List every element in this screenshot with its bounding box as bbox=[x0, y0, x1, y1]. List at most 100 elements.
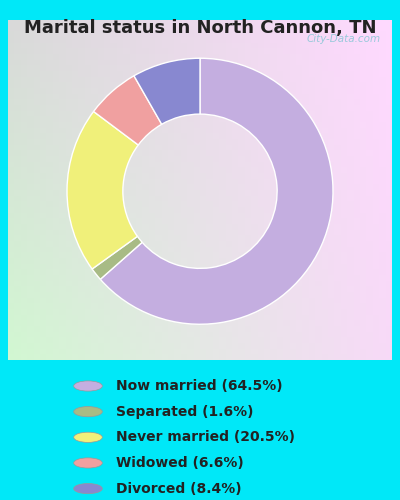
Bar bbox=[219, 184, 226, 190]
Bar bbox=[302, 320, 309, 326]
Bar bbox=[219, 348, 226, 354]
Bar bbox=[296, 168, 302, 173]
Bar bbox=[194, 212, 200, 218]
Bar bbox=[27, 280, 34, 286]
Bar bbox=[91, 71, 98, 76]
Bar bbox=[283, 264, 290, 270]
Bar bbox=[206, 162, 213, 168]
Bar bbox=[322, 20, 328, 26]
Bar bbox=[264, 212, 270, 218]
Bar bbox=[142, 332, 149, 338]
Bar bbox=[46, 264, 53, 270]
Bar bbox=[59, 190, 66, 196]
Bar bbox=[110, 314, 117, 320]
Wedge shape bbox=[100, 58, 333, 324]
Bar bbox=[130, 298, 136, 304]
Bar bbox=[251, 241, 258, 246]
Bar bbox=[328, 241, 334, 246]
Bar bbox=[232, 26, 238, 32]
Bar bbox=[328, 354, 334, 360]
Bar bbox=[162, 162, 168, 168]
Bar bbox=[366, 230, 373, 235]
Bar bbox=[296, 60, 302, 66]
Bar bbox=[27, 54, 34, 60]
Bar bbox=[270, 354, 277, 360]
Bar bbox=[130, 184, 136, 190]
Bar bbox=[283, 173, 290, 178]
Bar bbox=[386, 184, 392, 190]
Bar bbox=[309, 60, 315, 66]
Bar bbox=[78, 224, 85, 230]
Bar bbox=[315, 224, 322, 230]
Bar bbox=[379, 76, 386, 82]
Bar bbox=[168, 286, 174, 292]
Bar bbox=[232, 280, 238, 286]
Bar bbox=[309, 246, 315, 252]
Bar bbox=[27, 190, 34, 196]
Bar bbox=[283, 88, 290, 94]
Bar bbox=[21, 168, 27, 173]
Bar bbox=[162, 190, 168, 196]
Bar bbox=[142, 37, 149, 43]
Bar bbox=[187, 82, 194, 88]
Bar bbox=[296, 190, 302, 196]
Bar bbox=[34, 134, 40, 139]
Bar bbox=[366, 275, 373, 280]
Bar bbox=[174, 230, 181, 235]
Bar bbox=[302, 292, 309, 298]
Bar bbox=[130, 332, 136, 338]
Bar bbox=[14, 241, 21, 246]
Bar bbox=[341, 292, 347, 298]
Bar bbox=[322, 354, 328, 360]
Bar bbox=[142, 110, 149, 116]
Bar bbox=[373, 71, 379, 76]
Bar bbox=[53, 264, 59, 270]
Bar bbox=[66, 304, 72, 309]
Bar bbox=[309, 150, 315, 156]
Bar bbox=[226, 88, 232, 94]
Bar bbox=[174, 275, 181, 280]
Bar bbox=[315, 190, 322, 196]
Circle shape bbox=[74, 458, 102, 468]
Bar bbox=[98, 184, 104, 190]
Bar bbox=[98, 32, 104, 37]
Bar bbox=[334, 144, 341, 150]
Bar bbox=[341, 190, 347, 196]
Bar bbox=[46, 162, 53, 168]
Bar bbox=[142, 128, 149, 134]
Bar bbox=[347, 105, 354, 110]
Bar bbox=[270, 280, 277, 286]
Bar bbox=[334, 122, 341, 128]
Bar bbox=[194, 116, 200, 122]
Bar bbox=[149, 162, 155, 168]
Bar bbox=[315, 26, 322, 32]
Bar bbox=[219, 110, 226, 116]
Bar bbox=[168, 270, 174, 275]
Bar bbox=[341, 139, 347, 144]
Bar bbox=[14, 354, 21, 360]
Bar bbox=[21, 66, 27, 71]
Bar bbox=[110, 26, 117, 32]
Bar bbox=[130, 196, 136, 202]
Bar bbox=[283, 326, 290, 332]
Bar bbox=[213, 218, 219, 224]
Bar bbox=[34, 60, 40, 66]
Bar bbox=[296, 144, 302, 150]
Bar bbox=[270, 207, 277, 212]
Bar bbox=[53, 178, 59, 184]
Bar bbox=[354, 270, 360, 275]
Bar bbox=[27, 348, 34, 354]
Bar bbox=[155, 309, 162, 314]
Bar bbox=[85, 88, 91, 94]
Bar bbox=[322, 173, 328, 178]
Bar bbox=[270, 71, 277, 76]
Bar bbox=[8, 173, 14, 178]
Bar bbox=[354, 354, 360, 360]
Bar bbox=[21, 82, 27, 88]
Bar bbox=[110, 71, 117, 76]
Bar bbox=[8, 241, 14, 246]
Bar bbox=[27, 236, 34, 241]
Bar bbox=[91, 88, 98, 94]
Bar bbox=[322, 309, 328, 314]
Bar bbox=[181, 76, 187, 82]
